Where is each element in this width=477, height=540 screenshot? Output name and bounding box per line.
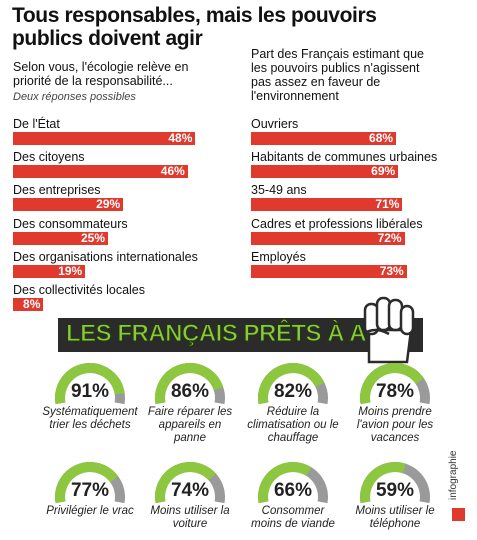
gauge-label: Privilégier le vrac <box>46 505 134 517</box>
category-label: Des collectivités locales <box>13 283 145 297</box>
gauge-label: Consommer moins de viande <box>251 505 335 530</box>
gauge-value <box>55 363 125 405</box>
value-label: 68% <box>369 131 394 145</box>
banner-bg <box>58 318 423 352</box>
gauge-value <box>360 462 406 504</box>
bar <box>13 231 108 245</box>
value-label: 72% <box>377 230 402 245</box>
gauge-value <box>258 462 312 504</box>
banner-title: LES FRANÇAIS PRÊTS À AGIR <box>65 320 408 348</box>
bar <box>13 264 86 278</box>
category-label: Employés <box>251 249 306 264</box>
fist-icon <box>362 296 415 364</box>
value-label: 25% <box>80 230 105 245</box>
bar <box>13 132 196 145</box>
chart-title: Part des Français estimant que les pouvo… <box>251 47 424 103</box>
value-label: 73% <box>379 263 404 278</box>
gauge-value-label: 74% <box>170 480 210 501</box>
value-label: 8% <box>23 297 41 311</box>
bar <box>251 264 407 278</box>
gauge-value <box>55 462 119 504</box>
gauge-value-label: 59% <box>375 480 415 501</box>
bar <box>251 132 397 145</box>
bar <box>251 165 399 179</box>
value-label: 48% <box>168 131 193 145</box>
bar <box>13 298 44 311</box>
gauge-label: Faire réparer les appareils en panne <box>147 406 233 444</box>
category-label: De l'État <box>13 117 60 131</box>
chart-title: Selon vous, l'écologie relève en priorit… <box>13 60 189 88</box>
gauge-value-label: 91% <box>70 381 110 402</box>
value-label: 69% <box>371 164 396 179</box>
gauge-value-label: 78% <box>375 381 415 402</box>
value-label: 29% <box>96 197 121 212</box>
gauge-value <box>360 363 425 405</box>
category-label: Des citoyens <box>13 150 85 165</box>
gauge-label: Systématiquement trier les déchets <box>42 406 138 431</box>
category-label: Cadres et professions libérales <box>251 216 423 231</box>
gauge-value <box>155 462 217 504</box>
category-label: Ouvriers <box>251 117 299 131</box>
category-label: Des organisations internationales <box>13 249 198 264</box>
gauge-value <box>155 363 224 405</box>
gauge-value-label: 77% <box>70 480 110 501</box>
gauge-value-label: 66% <box>273 480 313 501</box>
logo <box>452 508 465 521</box>
gauge-value <box>258 363 325 405</box>
headline: Tous responsables, mais les pouvoirs pub… <box>12 4 377 50</box>
value-label: 71% <box>375 197 400 212</box>
category-label: Des consommateurs <box>13 216 128 231</box>
category-label: 35-49 ans <box>251 183 307 198</box>
category-label: Habitants de communes urbaines <box>251 150 438 165</box>
gauge-label: Moins utiliser la voiture <box>150 505 230 530</box>
bar <box>13 198 124 212</box>
gauge-label: Moins utiliser le téléphone <box>355 505 435 530</box>
gauge-value-label: 86% <box>170 381 210 402</box>
gauge-label: Réduire la climatisation ou le chauffage <box>247 406 339 444</box>
bar <box>13 165 188 179</box>
gauge-value-label: 82% <box>273 381 313 402</box>
category-label: Des entreprises <box>13 183 101 198</box>
bar <box>251 231 405 245</box>
gauge-label: Moins prendre l'avion pour les vacances <box>356 406 434 444</box>
bar <box>251 198 403 212</box>
value-label: 46% <box>160 164 185 179</box>
chart-subtitle: Deux réponses possibles <box>13 91 136 103</box>
value-label: 19% <box>58 263 83 278</box>
